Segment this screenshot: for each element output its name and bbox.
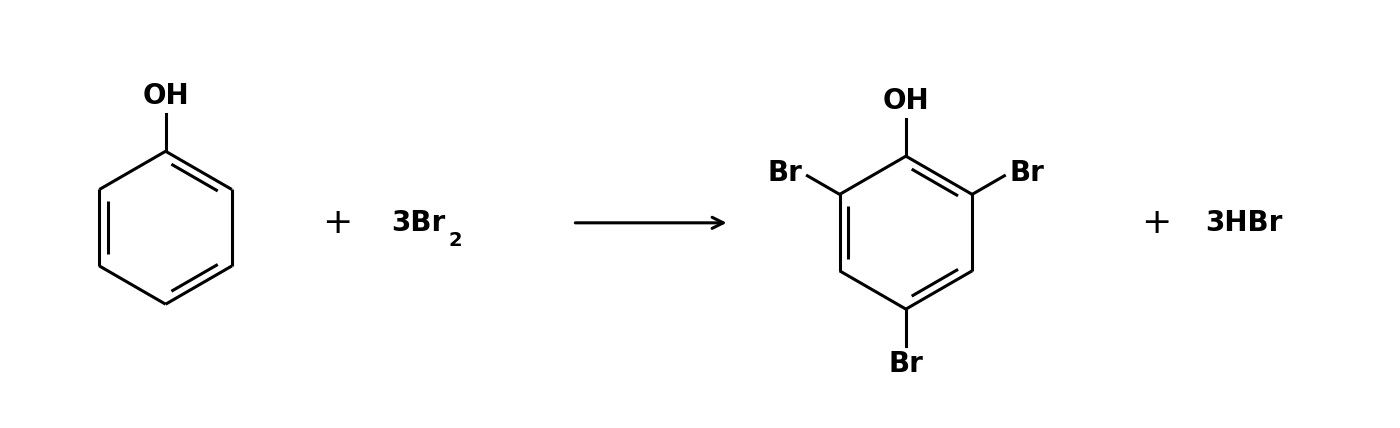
Text: OH: OH xyxy=(882,87,930,115)
Text: 3Br: 3Br xyxy=(391,209,445,237)
Text: OH: OH xyxy=(143,82,189,110)
Text: Br: Br xyxy=(1009,159,1044,187)
Text: Br: Br xyxy=(767,159,802,187)
Text: 2: 2 xyxy=(449,231,462,250)
Text: Br: Br xyxy=(889,350,924,378)
Text: +: + xyxy=(322,206,353,240)
Text: 3HBr: 3HBr xyxy=(1205,209,1282,237)
Text: +: + xyxy=(1141,206,1172,240)
